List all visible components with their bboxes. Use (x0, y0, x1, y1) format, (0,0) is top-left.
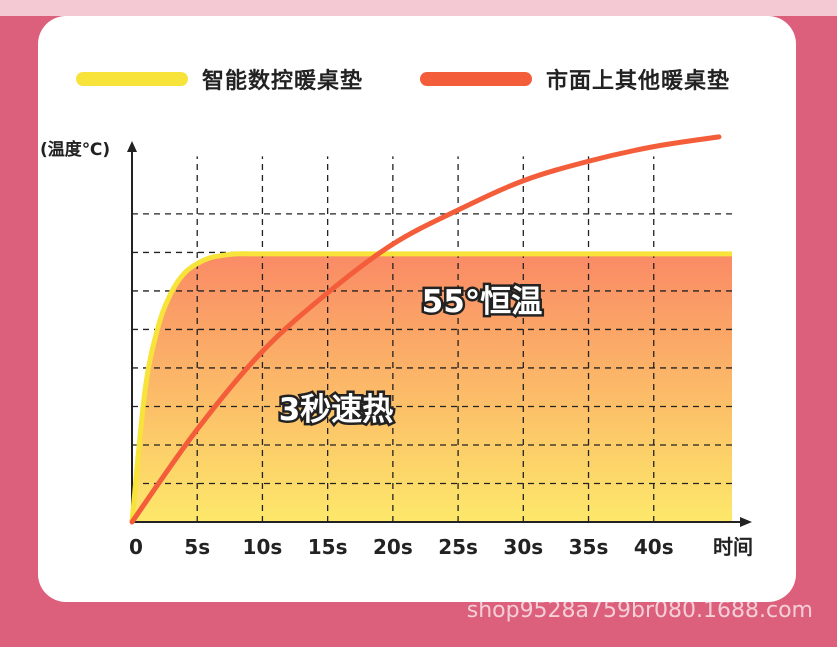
x-tick-label: 5s (184, 535, 210, 559)
annotation-fast-heat: 3秒速热 (279, 392, 394, 428)
annotation-constant-temp: 55°恒温 (422, 284, 543, 320)
x-tick-label: 0 (129, 535, 143, 559)
x-tick-label: 40s (634, 535, 674, 559)
area-fill-smart-mat (132, 253, 732, 522)
series-line-smart-mat (129, 251, 732, 523)
watermark-text: shop9528a759br080.1688.com (466, 598, 813, 623)
x-tick-label: 10s (243, 535, 283, 559)
x-tick-label: 25s (438, 535, 478, 559)
x-tick-label: 20s (373, 535, 413, 559)
legend-swatch-other-mat (420, 72, 532, 86)
x-tick-labels: 0 5s 10s 15s 20s 25s 30s 35s 40s (129, 535, 674, 559)
x-axis-arrow (740, 517, 752, 527)
x-axis-label: 时间 (713, 535, 753, 559)
top-band (0, 0, 837, 16)
legend-item-other-mat: 市面上其他暖桌垫 (420, 66, 731, 94)
legend-label-other-mat: 市面上其他暖桌垫 (546, 69, 731, 94)
y-axis-label: (温度℃) (40, 139, 110, 160)
legend-label-smart-mat: 智能数控暖桌垫 (202, 69, 364, 94)
legend-swatch-smart-mat (76, 72, 188, 86)
legend-item-smart-mat: 智能数控暖桌垫 (76, 66, 364, 94)
series-line-other-mat (129, 134, 722, 525)
x-tick-label: 15s (308, 535, 348, 559)
x-tick-label: 30s (503, 535, 543, 559)
x-tick-label: 35s (569, 535, 609, 559)
y-axis-arrow (127, 141, 137, 152)
